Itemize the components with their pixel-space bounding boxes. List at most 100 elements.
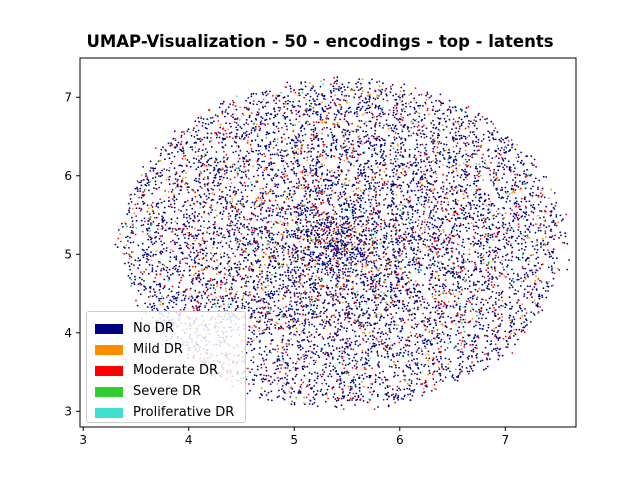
data-point	[263, 202, 265, 205]
data-point	[406, 290, 409, 292]
data-point	[315, 174, 318, 177]
data-point	[531, 271, 534, 274]
data-point	[555, 224, 558, 227]
data-point	[291, 269, 294, 271]
data-point	[359, 277, 362, 280]
data-point	[412, 162, 415, 165]
data-point	[283, 222, 286, 225]
data-point	[390, 189, 392, 192]
data-point	[432, 192, 434, 195]
data-point	[372, 285, 375, 288]
data-point	[236, 129, 239, 131]
data-point	[270, 281, 273, 284]
data-point	[322, 373, 324, 376]
data-point	[261, 380, 264, 383]
data-point	[242, 205, 245, 208]
data-point	[331, 264, 334, 267]
data-point	[288, 233, 291, 236]
data-point	[490, 266, 493, 268]
data-point	[347, 129, 349, 132]
data-point	[502, 221, 504, 224]
data-point	[195, 131, 197, 133]
data-point	[198, 277, 201, 279]
data-point	[404, 239, 406, 241]
data-point	[530, 269, 533, 272]
data-point	[362, 192, 365, 195]
data-point	[403, 163, 406, 166]
data-point	[281, 245, 284, 247]
data-point	[327, 337, 329, 340]
data-point	[318, 219, 321, 221]
data-point	[152, 177, 154, 180]
data-point	[537, 186, 539, 189]
data-point	[261, 153, 264, 156]
data-point	[154, 167, 157, 170]
data-point	[177, 286, 180, 288]
data-point	[428, 182, 431, 185]
data-point	[247, 243, 249, 246]
data-point	[460, 174, 463, 176]
data-point	[330, 95, 333, 98]
data-point	[283, 150, 286, 152]
data-point	[429, 340, 432, 343]
data-point	[181, 230, 184, 232]
data-point	[461, 168, 463, 171]
data-point	[419, 154, 422, 157]
data-point	[345, 215, 348, 218]
data-point	[524, 235, 527, 238]
data-point	[148, 263, 151, 266]
data-point	[199, 229, 202, 232]
data-point	[360, 393, 363, 396]
data-point	[291, 308, 294, 311]
data-point	[390, 359, 392, 361]
data-point	[265, 114, 268, 117]
data-point	[364, 201, 367, 204]
data-point	[343, 271, 346, 274]
data-point	[482, 133, 485, 136]
data-point	[532, 191, 534, 194]
data-point	[177, 141, 180, 144]
data-point	[375, 316, 378, 318]
data-point	[145, 261, 148, 263]
data-point	[525, 213, 528, 216]
data-point	[375, 304, 377, 307]
data-point	[464, 211, 467, 214]
data-point	[273, 110, 276, 113]
data-point	[256, 320, 258, 323]
data-point	[160, 269, 163, 272]
data-point	[237, 154, 240, 157]
data-point	[464, 168, 467, 171]
data-point	[230, 247, 233, 250]
data-point	[475, 140, 477, 143]
data-point	[315, 316, 318, 319]
data-point	[412, 249, 414, 252]
data-point	[538, 179, 541, 182]
data-point	[502, 233, 505, 236]
data-point	[265, 394, 268, 396]
data-point	[342, 128, 345, 131]
data-point	[465, 300, 468, 303]
data-point	[497, 329, 500, 332]
data-point	[161, 263, 164, 266]
data-point	[287, 136, 290, 139]
data-point	[295, 276, 298, 279]
data-point	[343, 350, 346, 353]
data-point	[182, 147, 185, 150]
data-point	[509, 169, 512, 172]
data-point	[510, 279, 513, 282]
data-point	[315, 104, 317, 106]
data-point	[497, 256, 500, 259]
data-point	[450, 247, 453, 250]
data-point	[512, 188, 515, 191]
data-point	[292, 324, 295, 327]
data-point	[441, 266, 444, 269]
data-point	[510, 259, 513, 262]
data-point	[132, 232, 135, 235]
data-point	[540, 210, 543, 213]
data-point	[342, 142, 345, 145]
data-point	[338, 311, 340, 314]
data-point	[374, 230, 376, 233]
data-point	[355, 178, 357, 181]
data-point	[262, 281, 265, 283]
data-point	[546, 285, 549, 288]
